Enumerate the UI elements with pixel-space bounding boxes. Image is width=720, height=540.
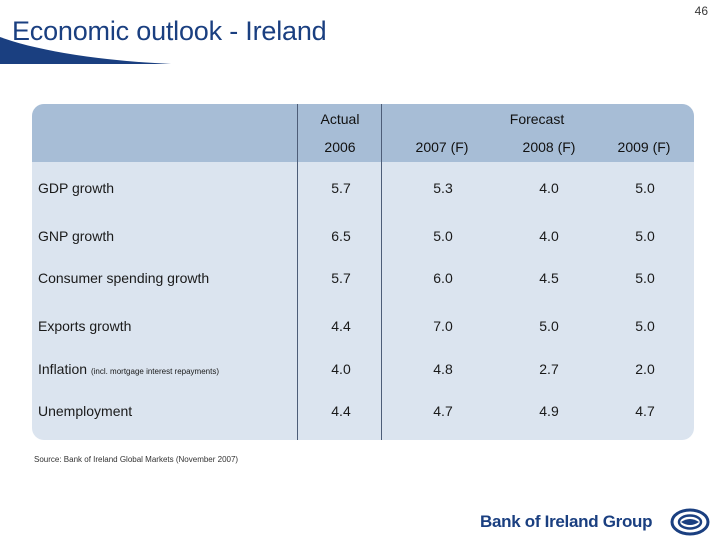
table-cell: 5.0: [433, 228, 453, 244]
header-band: [0, 0, 720, 64]
table-cell: 4.0: [539, 180, 559, 196]
table-cell: 4.9: [539, 403, 559, 419]
row-label-gdp: GDP growth: [38, 180, 114, 196]
table-cell: 6.5: [331, 228, 351, 244]
table-cell: 2.0: [635, 361, 655, 377]
table-cell: 5.7: [331, 270, 351, 286]
table-cell: 4.8: [433, 361, 453, 377]
row-label-unemployment: Unemployment: [38, 403, 133, 419]
table-cell: 5.3: [433, 180, 453, 196]
table-cell: 5.0: [635, 270, 655, 286]
page-title: Economic outlook - Ireland: [12, 16, 327, 46]
table-cell: 4.4: [331, 318, 351, 334]
table-cell: 4.7: [635, 403, 655, 419]
column-divider-left: [297, 104, 298, 440]
header-col-2009: 2009 (F): [617, 139, 671, 155]
table-cell: 4.0: [331, 361, 351, 377]
outlook-table: Actual Forecast 2006 2007 (F) 2008 (F) 2…: [32, 104, 694, 440]
row-label-consumer-spending: Consumer spending growth: [38, 270, 210, 286]
table-cell: 4.0: [539, 228, 559, 244]
table-header-band: [32, 104, 694, 162]
header-col-2006: 2006: [324, 139, 356, 155]
header-forecast: Forecast: [509, 111, 565, 127]
table-cell: 5.0: [539, 318, 559, 334]
table-cell: 5.0: [635, 318, 655, 334]
bank-of-ireland-logo-icon: [670, 508, 710, 536]
header-actual: Actual: [320, 111, 360, 127]
inflation-note: (incl. mortgage interest repayments): [90, 367, 219, 376]
table-cell: 6.0: [433, 270, 453, 286]
header-col-2007: 2007 (F): [415, 139, 469, 155]
table-cell: 5.0: [635, 180, 655, 196]
table-cell: 4.7: [433, 403, 453, 419]
table-cell: 2.7: [539, 361, 559, 377]
row-label-exports: Exports growth: [38, 318, 132, 334]
table-cell: 5.7: [331, 180, 351, 196]
brand-name: Bank of Ireland Group: [480, 512, 653, 531]
row-label-inflation: Inflation (incl. mortgage interest repay…: [38, 361, 219, 377]
inflation-label: Inflation: [38, 361, 88, 377]
page-number: 46: [694, 4, 708, 18]
header-col-2008: 2008 (F): [522, 139, 576, 155]
row-label-gnp: GNP growth: [38, 228, 114, 244]
column-divider-right: [381, 104, 382, 440]
table-cell: 4.4: [331, 403, 351, 419]
table-cell: 5.0: [635, 228, 655, 244]
table-cell: 4.5: [539, 270, 559, 286]
table-cell: 7.0: [433, 318, 453, 334]
source-note: Source: Bank of Ireland Global Markets (…: [34, 455, 239, 464]
header-white-sweep: [0, 0, 720, 64]
